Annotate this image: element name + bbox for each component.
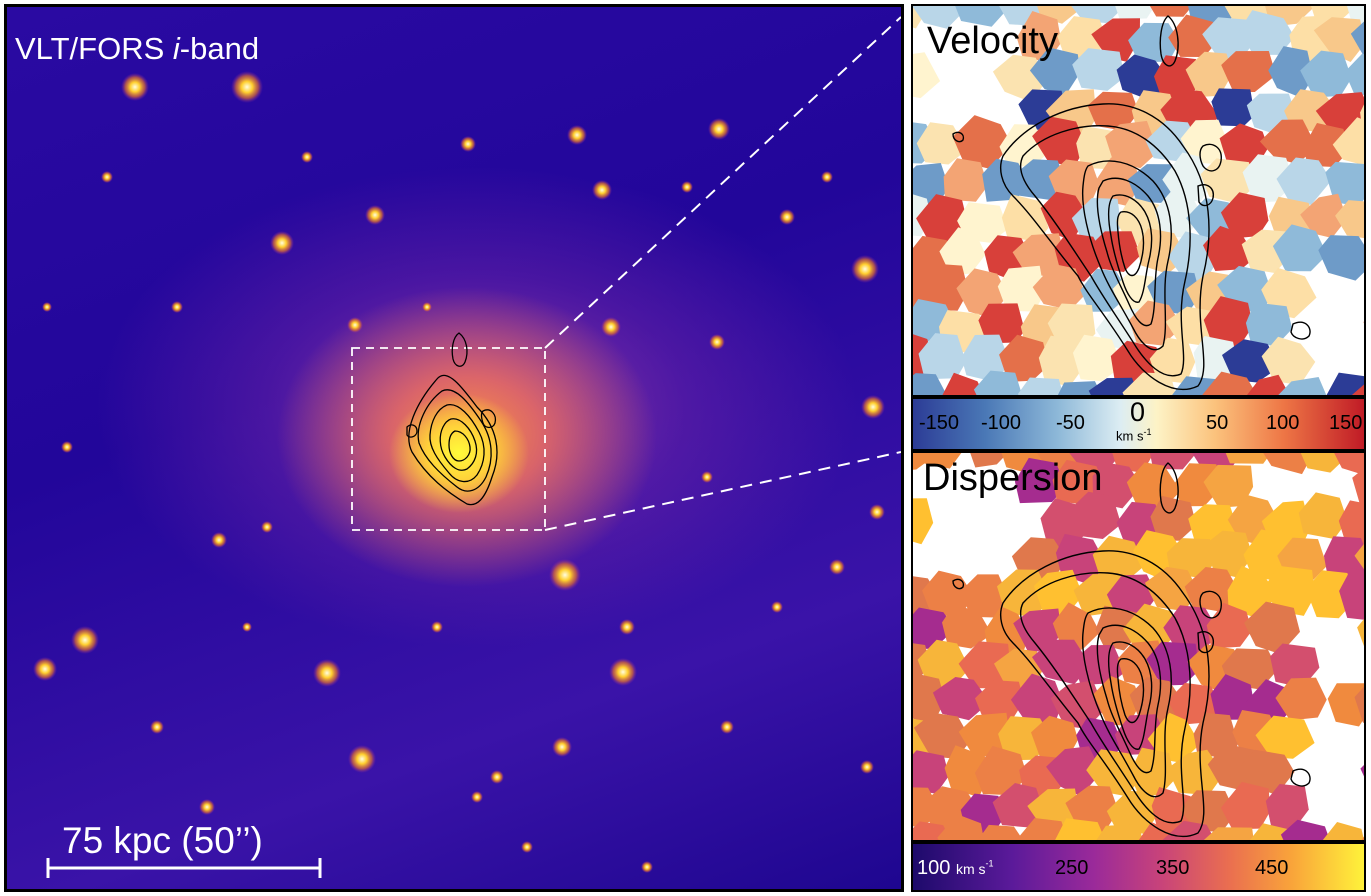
velocity-tick-6: 100 (1266, 412, 1300, 434)
velocity-tick-2: -100 (981, 412, 1022, 434)
velocity-tick-3: -50 (1056, 412, 1085, 434)
velocity-title: Velocity (927, 20, 1058, 62)
velocity-tick-5: 50 (1206, 412, 1229, 434)
galaxy-sources (33, 71, 885, 873)
dispersion-tick-1: 100 km s-1 (917, 857, 994, 879)
velocity-colorbar: -150 -100 -50 0 km s-1 50 100 150 (911, 397, 1366, 451)
dispersion-tick-4: 450 (1255, 857, 1289, 879)
velocity-tick-4: 0 (1130, 397, 1146, 427)
dispersion-tick-3: 350 (1156, 857, 1190, 879)
dispersion-contours (952, 462, 1311, 838)
velocity-map (913, 6, 1364, 395)
zoom-line-bottom (544, 451, 901, 531)
zoom-line-top (544, 16, 901, 349)
main-image-title: VLT/FORS i-band (15, 31, 260, 66)
scale-bar-label: 75 kpc (50’’) (62, 820, 263, 861)
scale-bar (46, 858, 322, 878)
zoom-box (351, 347, 546, 531)
dispersion-title: Dispersion (923, 457, 1103, 499)
main-contours (406, 332, 498, 506)
velocity-unit: km s-1 (1116, 427, 1152, 444)
dispersion-map-panel: Dispersion (911, 451, 1366, 842)
velocity-tick-1: -150 (919, 412, 960, 434)
main-image-panel: VLT/FORS i-band 75 kpc (50’’) (4, 4, 904, 892)
dispersion-colorbar: 100 km s-1 250 350 450 (911, 842, 1366, 892)
dispersion-map (913, 453, 1364, 840)
velocity-tick-7: 150 (1329, 412, 1363, 434)
velocity-map-panel: Velocity (911, 4, 1366, 397)
main-image-canvas (33, 16, 901, 878)
velocity-contours (952, 15, 1311, 391)
dispersion-tick-2: 250 (1055, 857, 1089, 879)
